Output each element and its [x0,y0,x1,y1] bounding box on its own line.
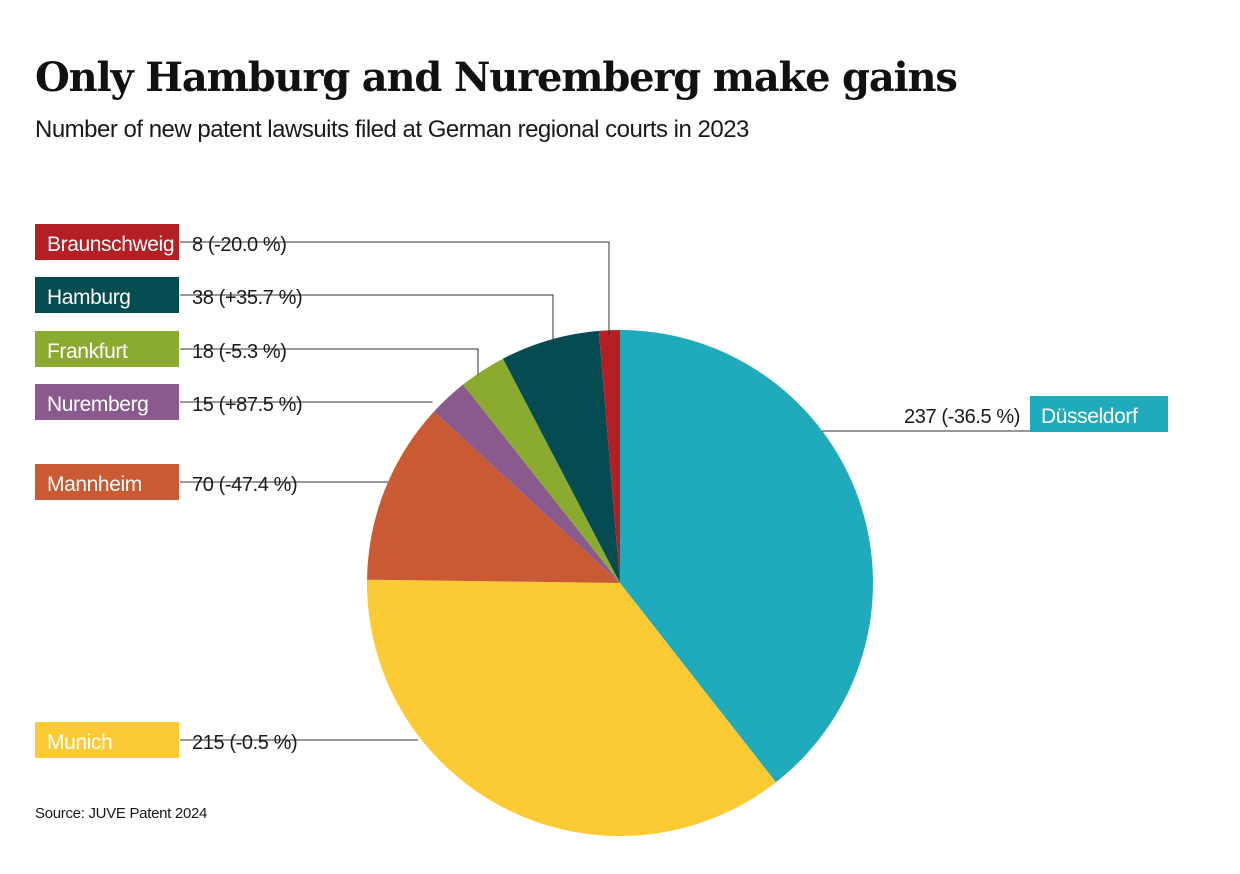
legend-label-hamburg: Hamburg [47,286,131,309]
data-label-braunschweig: 8 (-20.0 %) [192,234,287,256]
data-label-nuremberg: 15 (+87.5 %) [192,394,302,416]
legend-label-nuremberg: Nuremberg [47,393,148,416]
data-label-dusseldorf: 237 (-36.5 %) [904,406,1020,428]
source-note: Source: JUVE Patent 2024 [35,805,207,822]
data-label-hamburg: 38 (+35.7 %) [192,287,302,309]
data-label-frankfurt: 18 (-5.3 %) [192,341,287,363]
data-label-munich: 215 (-0.5 %) [192,732,297,754]
legend-label-frankfurt: Frankfurt [47,340,128,363]
legend-label-mannheim: Mannheim [47,473,142,496]
legend-label-munich: Munich [47,731,112,754]
pie-chart: Düsseldorf 237 (-36.5 %) Munich 215 (-0.5 %… [0,0,1240,874]
data-label-mannheim: 70 (-47.4 %) [192,474,297,496]
legend-label-braunschweig: Braunschweig [47,233,174,256]
legend-label-dusseldorf: Düsseldorf [1041,405,1138,428]
